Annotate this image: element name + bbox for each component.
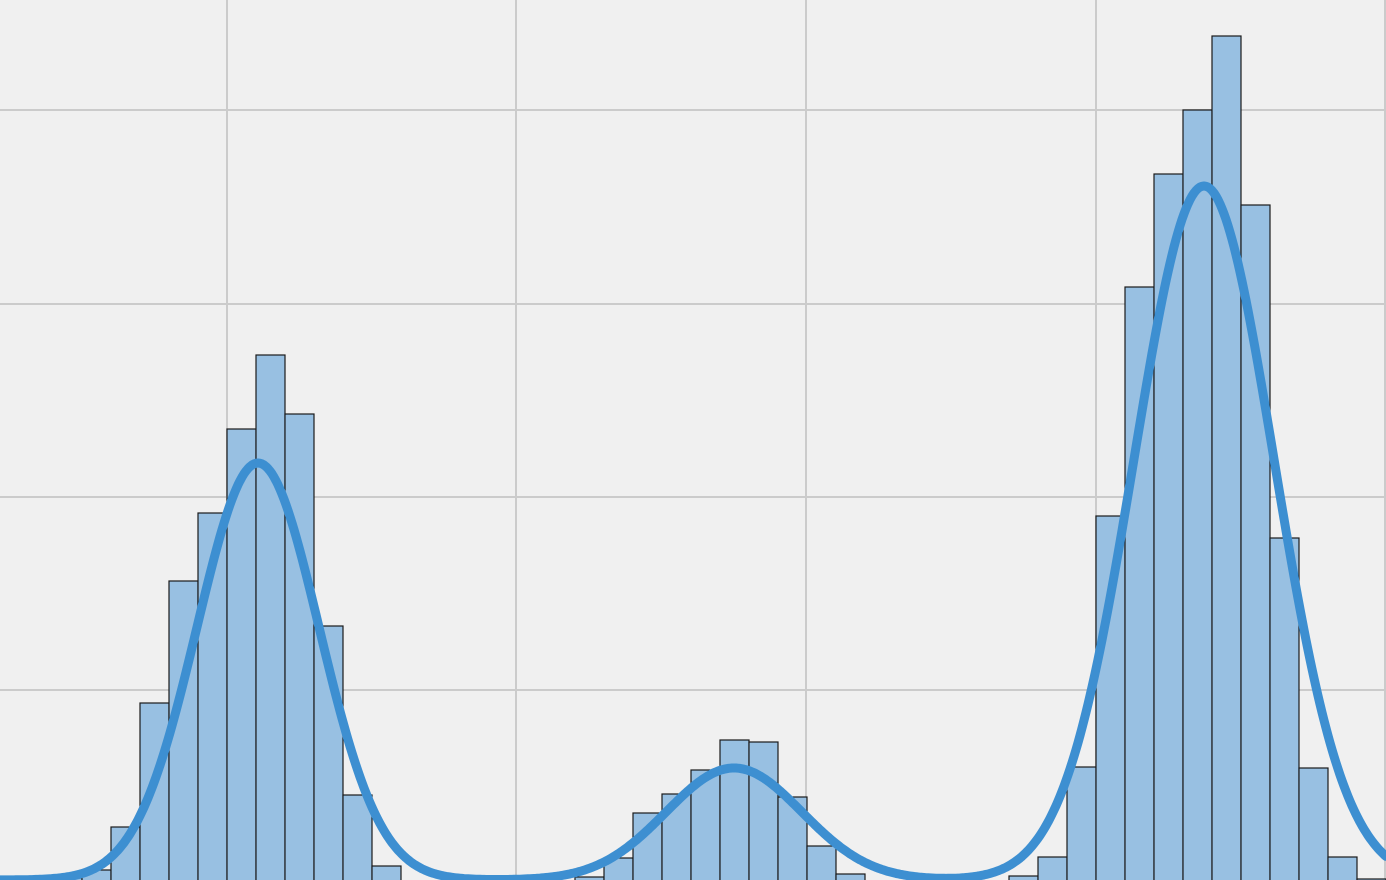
histogram-bar: [1298, 767, 1329, 880]
histogram-bar: [1037, 856, 1068, 880]
density-curve-layer: [0, 181, 1386, 880]
histogram-bar: [748, 741, 779, 880]
histogram-bar: [835, 873, 866, 880]
histogram-bar: [1008, 875, 1039, 880]
histogram-bar: [1153, 173, 1184, 880]
histogram-bar: [1211, 35, 1242, 880]
histogram-bar: [1327, 856, 1358, 880]
histogram-bar: [806, 845, 837, 880]
histogram-bar: [719, 739, 750, 880]
histogram-bar: [1182, 109, 1213, 880]
histogram-bars: [52, 35, 1386, 880]
histogram-bar: [342, 794, 373, 880]
histogram-bar: [284, 413, 315, 880]
histogram-bar: [255, 354, 286, 880]
histogram-bar: [1066, 766, 1097, 880]
histogram-bar: [371, 865, 402, 880]
density-curve: [0, 181, 1386, 880]
